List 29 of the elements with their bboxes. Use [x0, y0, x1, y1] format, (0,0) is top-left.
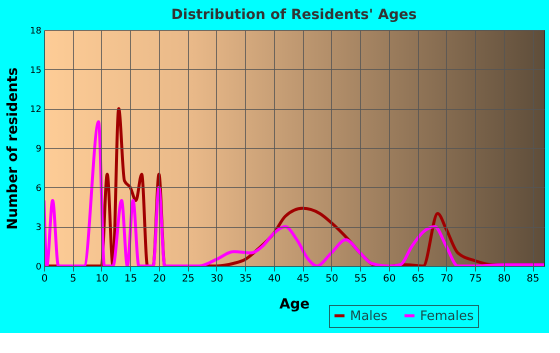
x-tick-label: 50 — [325, 274, 338, 284]
x-tick-label: 40 — [268, 274, 281, 284]
x-tick-label: 30 — [210, 274, 224, 284]
x-tick-label: 75 — [469, 274, 482, 284]
x-tick-label: 65 — [412, 274, 424, 284]
x-tick-label: 15 — [124, 274, 138, 284]
x-axis-title: Age — [279, 296, 310, 312]
x-tick-label: 20 — [153, 274, 166, 284]
x-tick-label: 60 — [382, 274, 396, 284]
legend-label: Females — [420, 308, 474, 324]
y-tick-label: 18 — [30, 26, 42, 36]
x-tick-label: 85 — [526, 274, 540, 284]
x-tick-label: 10 — [96, 274, 108, 284]
legend-label: Males — [350, 308, 388, 324]
chart-title: Distribution of Residents' Ages — [171, 7, 417, 23]
x-tick-label: 35 — [239, 274, 252, 284]
y-axis-title: Number of residents — [5, 67, 22, 230]
x-tick-label: 80 — [498, 274, 511, 284]
y-tick-label: 9 — [36, 144, 42, 154]
y-tick-label: 6 — [36, 184, 42, 194]
y-tick-label: 0 — [36, 262, 42, 272]
y-tick-label: 3 — [36, 223, 42, 234]
x-tick-label: 70 — [440, 274, 454, 284]
x-tick-label: 55 — [354, 274, 367, 284]
y-tick-label: 12 — [30, 105, 42, 116]
x-tick-label: 45 — [296, 274, 310, 284]
x-tick-label: 25 — [182, 274, 195, 284]
x-tick-label: 5 — [70, 274, 76, 284]
y-tick-label: 15 — [30, 66, 42, 76]
